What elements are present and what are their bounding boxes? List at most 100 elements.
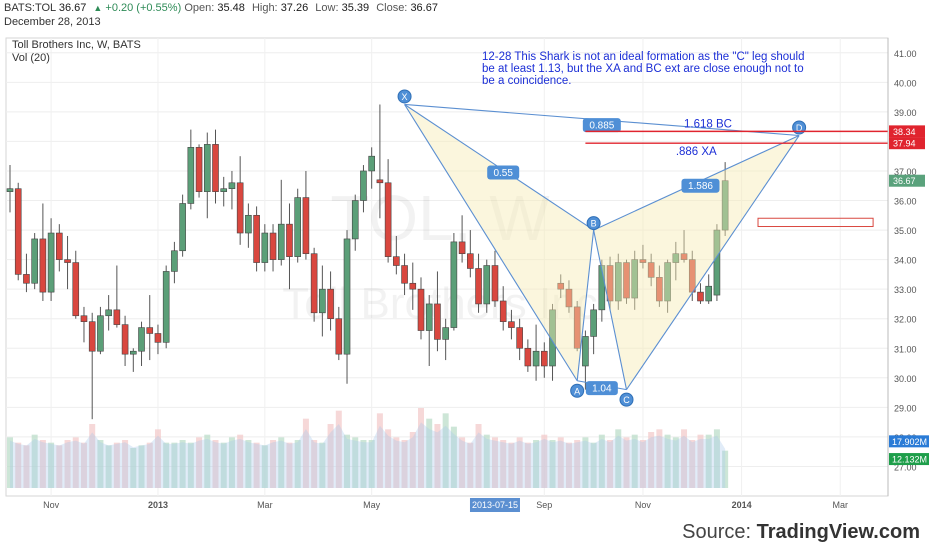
volume-bar: [64, 440, 71, 488]
last-price: 36.67: [58, 2, 87, 14]
candle: [310, 253, 318, 314]
candle: [598, 265, 606, 311]
x-tick-label: Sep: [536, 500, 552, 510]
y-tick-label: 34.00: [894, 256, 917, 266]
candle: [409, 282, 417, 290]
volume-bar: [286, 442, 293, 488]
pattern-point-marker: [397, 89, 412, 104]
volume-bar: [541, 434, 548, 488]
candle: [516, 327, 523, 349]
candle: [203, 144, 211, 192]
volume-bar: [401, 440, 408, 488]
candle: [39, 238, 47, 293]
candle: [713, 229, 721, 296]
pattern-leg: [626, 135, 800, 390]
candle: [614, 262, 622, 302]
candle: [450, 241, 458, 328]
volume-bar: [607, 440, 614, 488]
fib-line-label: .886 XA: [676, 146, 717, 158]
crosshair-date-box: [469, 498, 520, 512]
candle: [335, 318, 343, 355]
price-tag-label: 37.94: [893, 139, 916, 149]
candle: [697, 291, 704, 302]
high-label: High:: [251, 2, 278, 14]
candle: [80, 315, 88, 322]
volume-bar: [516, 437, 523, 488]
candle: [113, 309, 121, 325]
volume-bar: [31, 434, 38, 488]
fib-lines: 1.618 BC .886 XA: [585, 118, 888, 228]
volume-bar: [56, 445, 63, 488]
pattern-leg: [576, 230, 595, 381]
volume-bar: [39, 440, 46, 488]
axes: 27.0028.0029.0030.0031.0032.0033.0034.00…: [43, 38, 929, 512]
candle: [417, 288, 425, 331]
candle: [491, 265, 499, 302]
x-tick-label: 2014: [732, 500, 752, 510]
volume-bar: [72, 437, 79, 488]
volume-bar: [212, 440, 219, 488]
y-tick-label: 29.00: [894, 403, 917, 413]
volume-bar: [615, 429, 622, 488]
candle: [376, 179, 384, 184]
volume-bar: [23, 445, 30, 488]
price-change: +0.20 (+0.55%): [105, 2, 182, 14]
y-tick-label: 40.00: [894, 78, 917, 88]
symbol-name: BATS:TOL: [4, 2, 56, 14]
volume-bar: [574, 440, 581, 488]
candle: [302, 197, 310, 255]
volume-bar: [154, 429, 161, 488]
candle: [294, 197, 302, 257]
candle: [434, 303, 441, 340]
ratio-badge: [487, 165, 520, 180]
volume-bar: [664, 434, 671, 488]
candle: [343, 238, 351, 355]
candle: [425, 303, 433, 331]
volume-bar: [237, 434, 244, 488]
candle: [631, 259, 639, 299]
volume-bar: [648, 432, 655, 488]
candle: [286, 223, 293, 257]
candle: [540, 350, 548, 367]
candle: [393, 256, 400, 266]
x-tick-label: Nov: [43, 500, 60, 510]
y-tick-label: 36.00: [894, 197, 917, 207]
fib-line-label: 1.618 BC: [684, 118, 732, 130]
candle: [6, 188, 14, 192]
volume-bar: [311, 440, 318, 488]
volume-bar: [204, 434, 211, 488]
volume-tag-label: 17.902M: [892, 437, 927, 447]
volume-bar: [418, 408, 424, 488]
volume-bar: [623, 437, 630, 488]
volume-bar: [475, 424, 482, 488]
candle: [672, 253, 680, 263]
volume-bar: [245, 440, 252, 488]
price-tag: [889, 137, 925, 150]
candle: [47, 232, 55, 293]
candle: [351, 200, 359, 240]
volume-bar: [459, 437, 466, 488]
date-label: December 28, 2013: [4, 16, 101, 28]
volume-bar: [130, 448, 137, 488]
candle: [56, 232, 63, 260]
volume-bar: [565, 442, 572, 488]
volume-bar: [681, 429, 688, 488]
volume-tag: [889, 435, 929, 448]
candle: [269, 232, 277, 260]
candle: [130, 350, 137, 355]
volume-bar: [483, 434, 490, 488]
candle: [277, 223, 285, 260]
grid: [5, 37, 889, 497]
candle: [146, 327, 154, 334]
volume-bars: [7, 408, 729, 488]
price-tag-label: 38.34: [893, 127, 916, 137]
open-label: Open:: [184, 2, 215, 14]
y-tick-label: 27.00: [894, 462, 917, 472]
volume-bar: [352, 437, 359, 488]
volume-bar: [105, 445, 112, 488]
candle: [228, 182, 236, 189]
pattern-fill-bcd: [593, 135, 800, 390]
y-tick-label: 33.00: [894, 285, 917, 295]
candle: [236, 182, 244, 234]
